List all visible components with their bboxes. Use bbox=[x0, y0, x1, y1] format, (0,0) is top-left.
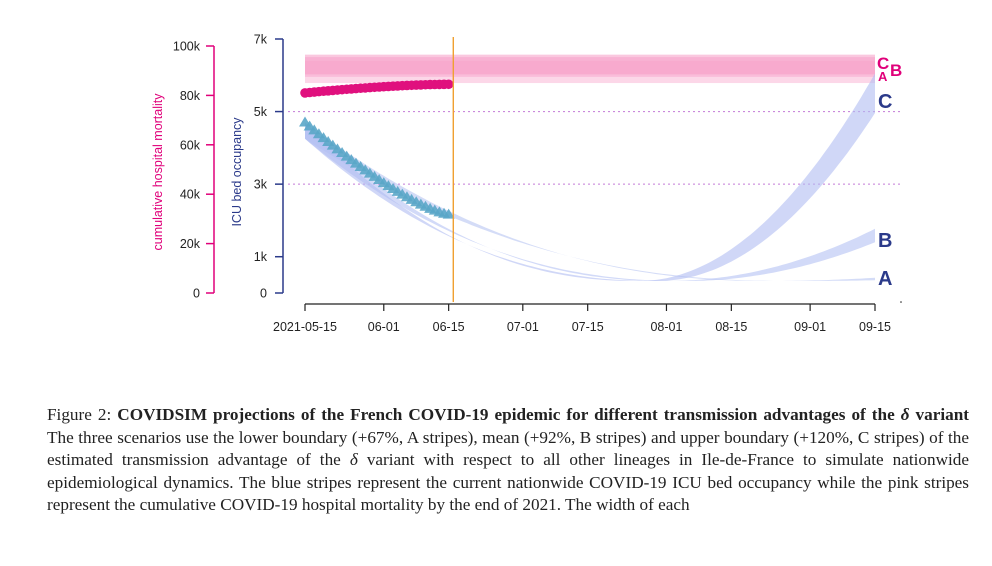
x-axis-tick-label: 07-15 bbox=[572, 320, 604, 334]
left-axis-tick-label: 40k bbox=[180, 188, 201, 202]
caption-title-b: variant bbox=[915, 405, 970, 424]
x-axis-tick-label: 09-01 bbox=[794, 320, 826, 334]
observed-mortality-markers bbox=[300, 79, 454, 98]
figure-caption: Figure 2: COVIDSIM projections of the Fr… bbox=[47, 404, 969, 517]
mortality-label-a: A bbox=[878, 69, 888, 84]
x-axis-tick-label: 2021-05-15 bbox=[273, 320, 337, 334]
left-axis-tick-label: 0 bbox=[193, 287, 200, 301]
icu-reference-lines bbox=[288, 111, 900, 185]
scenario-labels: A B C C B A bbox=[877, 54, 902, 290]
projection-chart: 0 20k 40k 60k 80k 100k 0 1k 3k 5k 7k 2021-05-15 06… bbox=[151, 33, 902, 335]
left-axis-tick-label: 80k bbox=[180, 89, 201, 103]
icu-label-a: A bbox=[878, 268, 892, 290]
right-axis-title: ICU bed occupancy bbox=[230, 117, 244, 227]
x-axis-tick-label: 09-15 bbox=[859, 320, 891, 334]
icu-axis-tick-label: 1k bbox=[254, 250, 268, 264]
caption-title: COVIDSIM projections of the French COVID… bbox=[117, 405, 969, 424]
left-axis-tick-label: 100k bbox=[173, 40, 201, 54]
caption-delta-symbol-2: δ bbox=[349, 450, 358, 470]
mortality-label-c: C bbox=[877, 54, 889, 73]
icu-label-b: B bbox=[878, 230, 892, 252]
icu-axis-tick-label: 0 bbox=[260, 287, 267, 301]
icu-band-c bbox=[305, 73, 875, 281]
observed-mortality-point bbox=[443, 79, 454, 90]
icu-axis-tick-label: 7k bbox=[254, 33, 268, 47]
caption-body-b: variant with respect to all other lineag… bbox=[47, 450, 969, 515]
mortality-label-b: B bbox=[890, 61, 902, 80]
mortality-band-c bbox=[305, 54, 875, 75]
caption-body-a: The three scenarios use the lower bounda… bbox=[47, 427, 969, 470]
caption-delta-symbol: δ bbox=[900, 405, 910, 424]
icu-axis-tick-label: 3k bbox=[254, 178, 268, 192]
observed-icu-point bbox=[442, 208, 455, 219]
observed-icu-markers bbox=[299, 116, 455, 219]
x-axis-tick-label: 06-01 bbox=[368, 320, 400, 334]
x-axis-tick-label: 07-01 bbox=[507, 320, 539, 334]
left-axis-title: cumulative hospital mortality bbox=[151, 93, 165, 251]
left-axis-mortality: 0 20k 40k 60k 80k 100k bbox=[173, 40, 215, 301]
x-axis-tick-label: 08-01 bbox=[650, 320, 682, 334]
left-axis-tick-label: 60k bbox=[180, 138, 201, 152]
x-axis: 2021-05-15 06-01 06-15 07-01 07-15 08-01 08-15… bbox=[273, 301, 902, 334]
icu-label-c: C bbox=[878, 91, 892, 113]
x-axis-tick-label: 06-15 bbox=[433, 320, 465, 334]
caption-prefix: Figure 2: bbox=[47, 405, 112, 424]
caption-title-a: COVIDSIM projections of the French COVID… bbox=[117, 405, 895, 424]
mortality-scenario-bands bbox=[305, 54, 875, 84]
x-axis-tick-label: 08-15 bbox=[715, 320, 747, 334]
icu-scenario-bands bbox=[305, 73, 875, 281]
x-axis-end-mark bbox=[900, 301, 902, 303]
left-axis-tick-label: 20k bbox=[180, 237, 201, 251]
icu-axis-tick-label: 5k bbox=[254, 105, 268, 119]
right-axis-icu: 0 1k 3k 5k 7k bbox=[254, 33, 284, 301]
